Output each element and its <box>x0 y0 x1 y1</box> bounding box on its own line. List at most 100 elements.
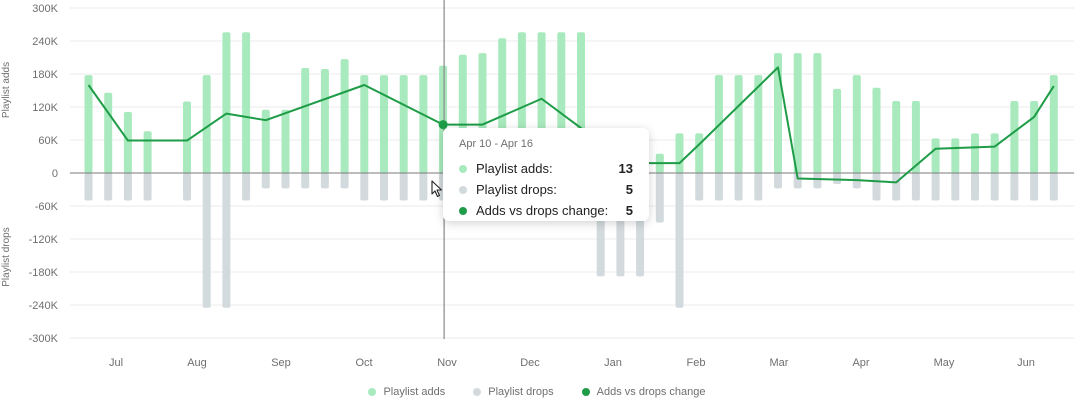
drops-bar[interactable] <box>262 173 270 188</box>
adds-bar[interactable] <box>833 89 841 173</box>
change-legend-dot-icon <box>582 388 590 396</box>
x-tick-label: Sep <box>271 357 291 369</box>
drops-bar[interactable] <box>104 173 112 201</box>
legend-item-adds[interactable]: Playlist adds <box>368 386 445 398</box>
x-tick-label: Oct <box>355 357 372 369</box>
drops-bar[interactable] <box>695 173 703 201</box>
drops-bar[interactable] <box>656 173 664 223</box>
adds-bar[interactable] <box>695 133 703 173</box>
adds-bar[interactable] <box>932 138 940 173</box>
drops-bar[interactable] <box>735 173 743 201</box>
drops-bar[interactable] <box>774 173 782 188</box>
drops-bar[interactable] <box>676 173 684 308</box>
tooltip-row-change: Adds vs drops change: 5 <box>459 200 633 221</box>
drops-bar[interactable] <box>124 173 132 201</box>
y-tick-label: 240K <box>32 36 58 48</box>
adds-bar[interactable] <box>676 133 684 173</box>
drops-bar[interactable] <box>360 173 368 201</box>
adds-bar[interactable] <box>419 75 427 173</box>
drops-bar[interactable] <box>380 173 388 201</box>
adds-bar[interactable] <box>951 138 959 173</box>
x-tick-label: May <box>934 357 955 369</box>
adds-bar[interactable] <box>892 101 900 173</box>
adds-dot-icon <box>459 165 467 173</box>
y-tick-label: 120K <box>32 102 58 114</box>
adds-bar[interactable] <box>321 69 329 173</box>
y-tick-label: -240K <box>29 300 59 312</box>
drops-bar[interactable] <box>282 173 290 188</box>
tooltip-row-drops: Playlist drops: 5 <box>459 179 633 200</box>
tooltip-title: Apr 10 - Apr 16 <box>459 138 633 150</box>
legend: Playlist adds Playlist drops Adds vs dro… <box>0 386 1074 398</box>
adds-bar[interactable] <box>873 88 881 173</box>
drops-bar[interactable] <box>951 173 959 201</box>
legend-label: Playlist drops <box>488 386 553 398</box>
adds-bar[interactable] <box>301 68 309 173</box>
tooltip-value: 5 <box>626 203 633 218</box>
adds-bar[interactable] <box>360 75 368 173</box>
drops-bar[interactable] <box>1010 173 1018 201</box>
x-tick-label: Aug <box>187 357 207 369</box>
adds-bar[interactable] <box>380 75 388 173</box>
drops-bar[interactable] <box>971 173 979 201</box>
drops-bar[interactable] <box>1030 173 1038 201</box>
tooltip-label: Playlist adds: <box>476 161 619 176</box>
drops-bar[interactable] <box>813 173 821 188</box>
drops-bar[interactable] <box>1050 173 1058 201</box>
drops-bar[interactable] <box>144 173 152 201</box>
adds-bar[interactable] <box>341 59 349 173</box>
tooltip-row-adds: Playlist adds: 13 <box>459 158 633 179</box>
legend-label: Adds vs drops change <box>597 386 706 398</box>
drops-bar[interactable] <box>833 173 841 184</box>
adds-bar[interactable] <box>222 32 230 173</box>
drops-bar[interactable] <box>301 173 309 188</box>
x-tick-label: Jun <box>1017 357 1035 369</box>
drops-bar[interactable] <box>715 173 723 201</box>
y-tick-label: -120K <box>29 234 59 246</box>
adds-bar[interactable] <box>282 110 290 173</box>
y-tick-label: -60K <box>35 201 59 213</box>
tooltip-value: 13 <box>619 161 633 176</box>
drops-bar[interactable] <box>242 173 250 201</box>
drops-bar[interactable] <box>932 173 940 201</box>
adds-bar[interactable] <box>183 102 191 174</box>
drops-bar[interactable] <box>400 173 408 201</box>
y-axis-title-drops: Playlist drops <box>1 227 12 286</box>
adds-bar[interactable] <box>124 112 132 173</box>
adds-bar[interactable] <box>794 53 802 173</box>
y-tick-label: -300K <box>29 333 59 345</box>
drops-bar[interactable] <box>341 173 349 188</box>
drops-bar[interactable] <box>991 173 999 201</box>
x-tick-label: Mar <box>770 357 789 369</box>
legend-item-change[interactable]: Adds vs drops change <box>582 386 706 398</box>
drops-bar[interactable] <box>222 173 230 308</box>
drops-bar[interactable] <box>912 173 920 201</box>
x-axis-ticks: Jul Aug Sep Oct Nov Dec Jan Feb Mar Apr May Jun <box>109 357 1035 369</box>
y-axis-title-adds: Playlist adds <box>1 62 12 118</box>
y-tick-label: 60K <box>38 135 58 147</box>
adds-bar[interactable] <box>735 75 743 173</box>
adds-bar[interactable] <box>1010 101 1018 173</box>
x-tick-label: Nov <box>437 357 457 369</box>
tooltip: Apr 10 - Apr 16 Playlist adds: 13 Playli… <box>443 128 649 221</box>
drops-bar[interactable] <box>203 173 211 308</box>
drops-bar[interactable] <box>183 173 191 201</box>
adds-bar[interactable] <box>104 93 112 173</box>
adds-bar[interactable] <box>813 53 821 173</box>
drops-legend-dot-icon <box>473 388 481 396</box>
legend-item-drops[interactable]: Playlist drops <box>473 386 553 398</box>
adds-bar[interactable] <box>853 75 861 173</box>
tooltip-label: Playlist drops: <box>476 182 626 197</box>
y-tick-label: 0 <box>52 168 58 180</box>
drops-bar[interactable] <box>892 173 900 201</box>
drops-bar[interactable] <box>873 173 881 201</box>
adds-bar[interactable] <box>400 75 408 173</box>
drops-bar[interactable] <box>754 173 762 201</box>
adds-bar[interactable] <box>971 133 979 173</box>
drops-bar[interactable] <box>85 173 93 201</box>
adds-bar[interactable] <box>242 32 250 173</box>
adds-bar[interactable] <box>144 131 152 173</box>
drops-bar[interactable] <box>321 173 329 188</box>
drops-bar[interactable] <box>419 173 427 201</box>
adds-bar[interactable] <box>991 133 999 173</box>
